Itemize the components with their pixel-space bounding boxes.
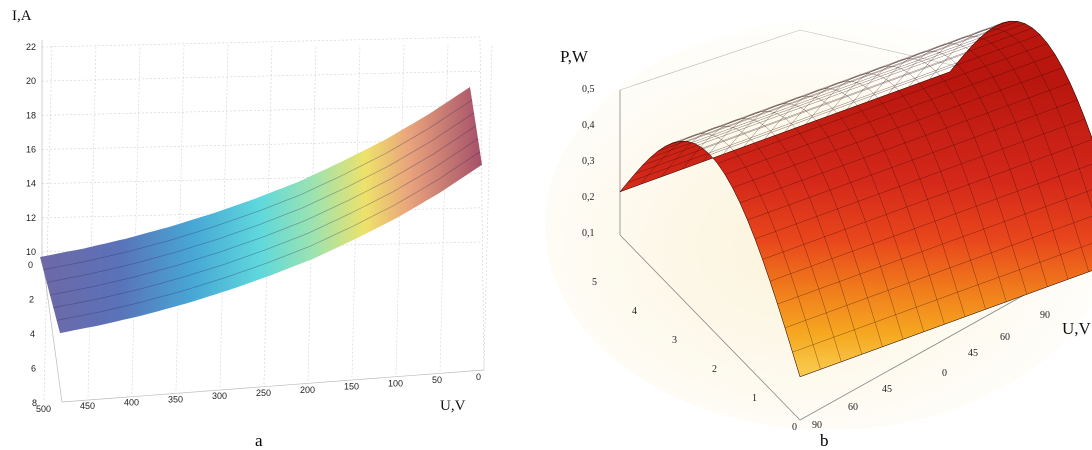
chart-b-depth-tick-label: 5	[592, 277, 597, 288]
chart-b-side-ticks: 0 45 60 90	[942, 310, 1050, 379]
chart-a-x-tick-label: 250	[256, 388, 271, 398]
chart-a-depth-tick-label: 0	[28, 260, 33, 270]
chart-b-z-tick-label: 0,3	[582, 156, 595, 167]
panel-label-a: a	[255, 431, 263, 450]
chart-a-z-ticks: 22 20 18 16 14 12 10	[26, 42, 36, 257]
chart-a-x-tick-label: 50	[432, 375, 442, 385]
chart-b-z-ticks: 0,5 0,4 0,3 0,2 0,1	[582, 84, 595, 239]
chart-b-z-tick-label: 0,2	[582, 192, 595, 203]
chart-b-front-ticks: 90 60 45	[812, 384, 892, 431]
chart-a-x-tick-label: 450	[80, 401, 95, 411]
chart-a-x-tick-label: 500	[36, 404, 51, 414]
chart-b-mesh	[619, 20, 1092, 378]
chart-b-depth-ticks: 5 4 3 2 1 0	[592, 277, 797, 433]
chart-a-z-axis-title: I,A	[12, 8, 32, 24]
chart-a-depth-ticks: 0 2 4 6 8	[28, 260, 37, 408]
chart-a-depth-tick-label: 2	[29, 295, 34, 305]
chart-a-x-tick-label: 350	[168, 394, 183, 404]
chart-b-x-axis-title: U,V	[1062, 319, 1092, 338]
chart-a-x-tick-label: 300	[212, 391, 227, 401]
chart-b-depth-tick-label: 1	[752, 393, 757, 404]
chart-a-surface	[40, 87, 482, 334]
chart-a-z-tick-label: 16	[26, 145, 36, 155]
chart-a-z-tick-label: 20	[26, 76, 36, 86]
chart-b-z-tick-label: 0,5	[582, 84, 595, 95]
chart-a-x-tick-label: 200	[300, 385, 315, 395]
chart-a-z-tick-label: 10	[26, 247, 36, 257]
chart-b-side-tick-label: 0	[942, 368, 947, 379]
chart-b-z-tick-label: 0,4	[582, 120, 595, 131]
chart-a-x-ticks: 500 450 400 350 300 250 200 150 100 50 0	[36, 372, 481, 414]
panel-label-b: b	[820, 431, 829, 450]
chart-b-side-tick-label: 90	[1040, 310, 1050, 321]
chart-b-front-tick-label: 45	[882, 384, 892, 395]
chart-a-x-tick-label: 400	[124, 398, 139, 408]
chart-b-depth-tick-label: 0	[792, 422, 797, 433]
chart-a-depth-tick-label: 8	[32, 398, 37, 408]
chart-a-z-tick-label: 12	[26, 213, 36, 223]
chart-a-x-axis-title: U,V	[440, 398, 466, 414]
chart-b-depth-tick-label: 3	[672, 335, 677, 346]
chart-a-x-tick-label: 150	[344, 382, 359, 392]
chart-b-z-axis-title: P,W	[560, 47, 589, 66]
chart-a-z-tick-label: 18	[26, 110, 36, 120]
chart-a-z-tick-label: 22	[26, 42, 36, 52]
chart-a-depth-tick-label: 4	[30, 329, 35, 339]
chart-b-side-tick-label: 45	[968, 348, 978, 359]
chart-b-z-tick-label: 0,1	[582, 228, 595, 239]
chart-b-side-tick-label: 60	[1000, 332, 1010, 343]
chart-a-z-tick-label: 14	[26, 179, 36, 189]
chart-b-front-tick-label: 60	[848, 402, 858, 413]
chart-a-surface-lines	[43, 99, 481, 321]
chart-a-depth-tick-label: 6	[31, 364, 36, 374]
chart-b-front-tick-label: 90	[812, 420, 822, 431]
chart-b-depth-tick-label: 2	[712, 364, 717, 375]
chart-b: 0,5 0,4 0,3 0,2 0,1 5 4 3 2 1 0 90 60 45 0 45 60 90 P,…	[545, 20, 1092, 450]
chart-a-x-tick-label: 0	[476, 372, 481, 382]
chart-a-x-tick-label: 100	[388, 378, 403, 388]
chart-b-depth-tick-label: 4	[632, 306, 637, 317]
